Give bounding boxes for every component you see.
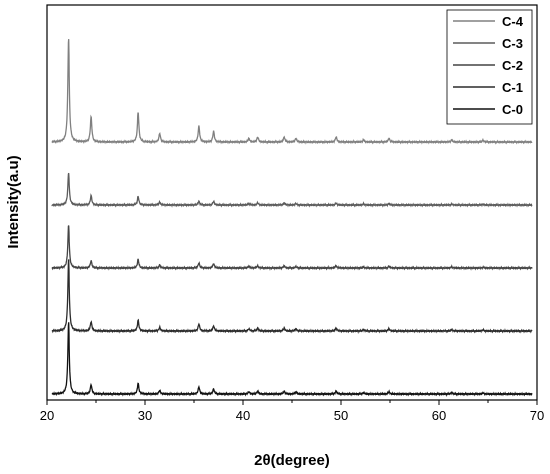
x-tick-label: 40 xyxy=(236,408,250,423)
series-line-c-0 xyxy=(51,322,533,398)
x-tick-label: 20 xyxy=(40,408,54,423)
series-line-c-1 xyxy=(51,259,533,335)
legend-label-c-4: C-4 xyxy=(502,14,524,29)
legend-label-c-0: C-0 xyxy=(502,102,523,117)
series-line-c-2 xyxy=(51,225,533,271)
x-tick-label: 30 xyxy=(138,408,152,423)
legend-label-c-3: C-3 xyxy=(502,36,523,51)
x-axis-ticks: 20 30 40 50 60 70 xyxy=(40,400,544,423)
legend-box xyxy=(446,9,533,125)
legend-label-c-2: C-2 xyxy=(502,58,523,73)
x-axis-title: 2θ(degree) xyxy=(254,452,330,469)
series-line-c-4 xyxy=(51,39,533,145)
x-tick-label: 70 xyxy=(530,408,544,423)
y-axis-title: Intensity(a.u) xyxy=(5,155,22,248)
legend: C-4 C-3 C-2 C-1 C-0 xyxy=(446,9,533,125)
plot-lines xyxy=(51,39,533,398)
x-tick-label: 60 xyxy=(432,408,446,423)
x-tick-label: 50 xyxy=(334,408,348,423)
series-line-c-3 xyxy=(51,172,533,208)
legend-label-c-1: C-1 xyxy=(502,80,523,95)
